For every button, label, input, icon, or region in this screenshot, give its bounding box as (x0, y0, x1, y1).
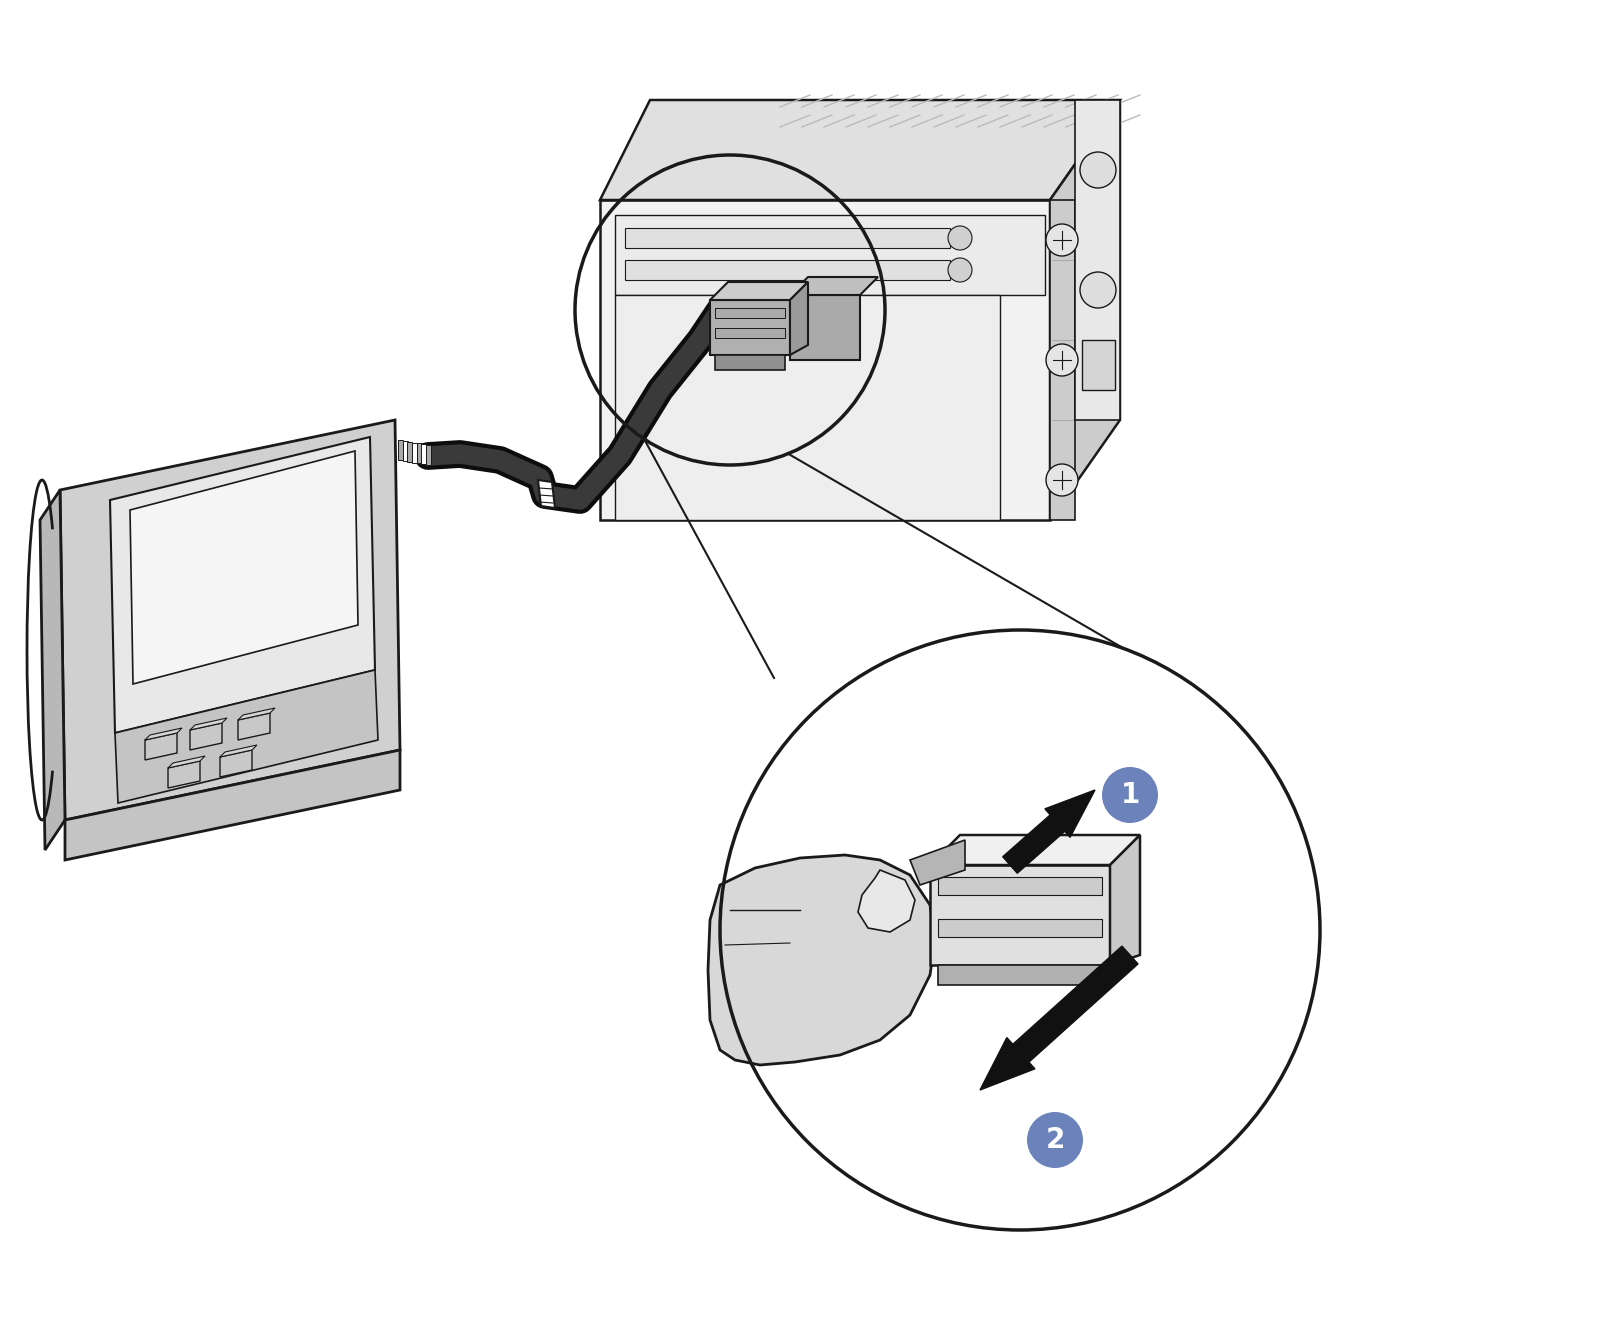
Polygon shape (239, 708, 276, 720)
Circle shape (948, 258, 972, 282)
Polygon shape (938, 876, 1103, 895)
Polygon shape (930, 864, 1111, 965)
Polygon shape (110, 437, 376, 733)
Polygon shape (938, 919, 1103, 937)
Polygon shape (790, 277, 879, 295)
Polygon shape (426, 445, 430, 465)
Polygon shape (980, 1038, 1035, 1090)
Circle shape (1046, 224, 1078, 257)
Polygon shape (1045, 790, 1095, 838)
Polygon shape (600, 200, 1049, 520)
Polygon shape (790, 295, 859, 359)
Circle shape (1027, 1112, 1083, 1168)
Polygon shape (1003, 815, 1066, 874)
Polygon shape (716, 309, 785, 318)
Polygon shape (930, 835, 1140, 864)
Polygon shape (60, 420, 400, 820)
Polygon shape (145, 733, 177, 760)
Polygon shape (616, 215, 1045, 295)
Polygon shape (600, 100, 1120, 200)
Polygon shape (858, 870, 916, 933)
Circle shape (1080, 273, 1116, 309)
Polygon shape (421, 444, 426, 464)
Polygon shape (416, 444, 422, 464)
Polygon shape (708, 855, 935, 1065)
Polygon shape (625, 228, 949, 248)
Circle shape (1046, 343, 1078, 375)
Polygon shape (64, 749, 400, 860)
Circle shape (1046, 464, 1078, 496)
Polygon shape (790, 282, 808, 355)
Polygon shape (398, 440, 403, 460)
Text: 1: 1 (1120, 782, 1140, 810)
Polygon shape (408, 442, 413, 462)
Polygon shape (911, 840, 966, 884)
Polygon shape (625, 261, 949, 281)
Polygon shape (1111, 835, 1140, 965)
Circle shape (721, 631, 1320, 1230)
Polygon shape (145, 728, 182, 740)
Polygon shape (1049, 100, 1120, 520)
Text: 2: 2 (1045, 1126, 1064, 1154)
Polygon shape (168, 762, 200, 788)
Polygon shape (168, 756, 205, 768)
Polygon shape (131, 452, 358, 684)
Polygon shape (538, 480, 555, 508)
Polygon shape (709, 301, 790, 355)
Polygon shape (190, 717, 227, 729)
Polygon shape (709, 282, 808, 301)
Polygon shape (219, 749, 251, 778)
Polygon shape (1012, 946, 1138, 1062)
Polygon shape (1049, 200, 1075, 520)
Polygon shape (1082, 339, 1116, 390)
Polygon shape (114, 669, 377, 803)
Polygon shape (239, 713, 269, 740)
Polygon shape (219, 745, 256, 758)
Polygon shape (716, 355, 785, 370)
Polygon shape (190, 723, 222, 749)
Polygon shape (413, 442, 418, 462)
Circle shape (948, 226, 972, 250)
Polygon shape (716, 329, 785, 338)
Polygon shape (40, 490, 64, 850)
Polygon shape (403, 441, 408, 461)
Circle shape (1103, 767, 1157, 823)
Polygon shape (1075, 100, 1120, 420)
Circle shape (1080, 152, 1116, 188)
Polygon shape (938, 965, 1103, 985)
Polygon shape (616, 295, 999, 520)
